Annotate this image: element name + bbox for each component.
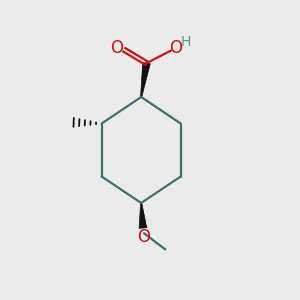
Text: H: H: [181, 35, 191, 49]
Text: O: O: [169, 39, 182, 57]
Text: O: O: [138, 228, 151, 246]
Text: O: O: [110, 39, 123, 57]
Polygon shape: [141, 62, 150, 97]
Polygon shape: [139, 203, 147, 228]
